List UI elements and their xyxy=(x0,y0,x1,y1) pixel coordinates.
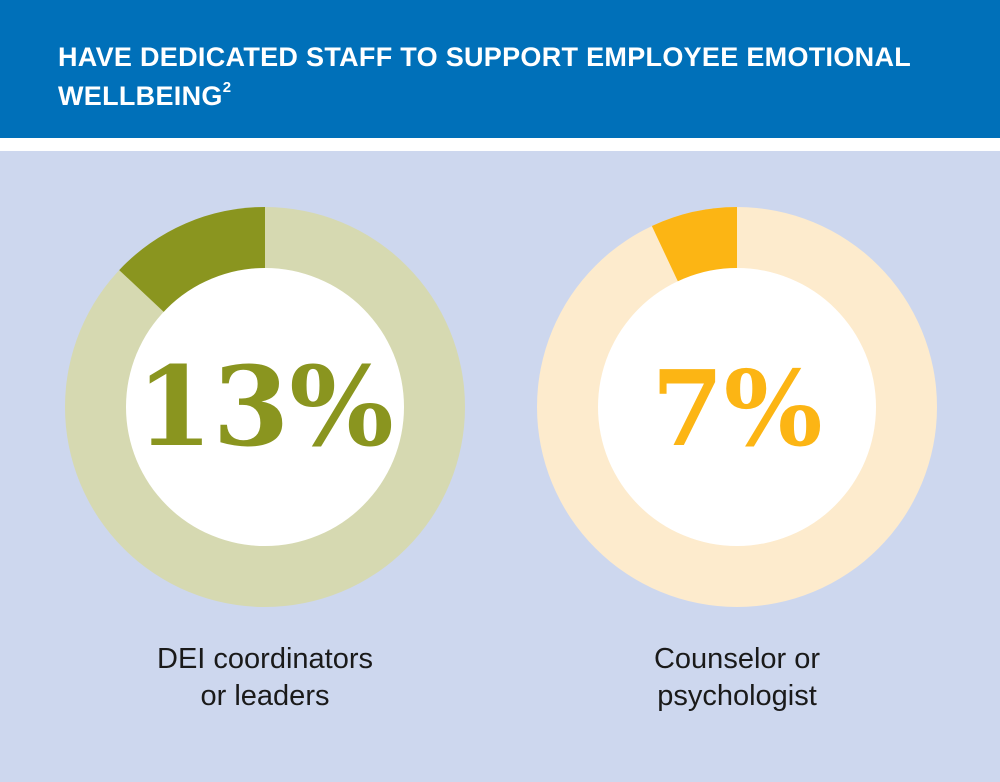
donut-label-dei: DEI coordinators or leaders xyxy=(85,641,445,715)
header-banner: HAVE DEDICATED STAFF TO SUPPORT EMPLOYEE… xyxy=(0,0,1000,138)
page-title-text: HAVE DEDICATED STAFF TO SUPPORT EMPLOYEE… xyxy=(58,42,911,111)
donut-label-counselor-line2: psychologist xyxy=(657,680,817,712)
donut-chart-dei: 13% xyxy=(65,207,465,607)
donut-value-counselor: 7% xyxy=(651,347,822,470)
donut-chart-counselor: 7% xyxy=(537,207,937,607)
donut-hole-counselor xyxy=(598,268,876,546)
donut-label-dei-line2: or leaders xyxy=(200,680,330,712)
donut-label-dei-line1: DEI coordinators xyxy=(157,643,373,675)
donut-label-counselor-line1: Counselor or xyxy=(653,643,821,675)
donut-hole-dei xyxy=(126,268,404,546)
donut-value-dei: 13% xyxy=(136,342,394,471)
donut-label-counselor: Counselor or psychologist xyxy=(557,641,917,715)
footnote-marker: 2 xyxy=(222,79,232,96)
page-title: HAVE DEDICATED STAFF TO SUPPORT EMPLOYEE… xyxy=(58,38,958,116)
